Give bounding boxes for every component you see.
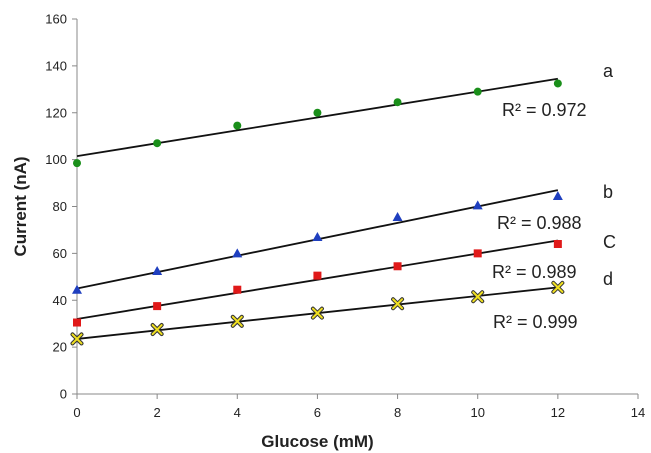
data-point	[393, 98, 402, 107]
data-point	[72, 284, 82, 294]
data-point	[312, 231, 323, 241]
data-point	[473, 249, 482, 258]
data-point	[553, 240, 562, 248]
series-a	[73, 77, 562, 168]
data-point	[313, 271, 322, 280]
data-point	[391, 297, 405, 311]
y-tick-label: 0	[60, 387, 67, 402]
data-point	[153, 302, 162, 311]
x-axis-title: Glucose (mM)	[261, 432, 373, 451]
trendline	[76, 239, 559, 320]
series-b	[72, 189, 563, 294]
x-tick-label: 8	[394, 405, 401, 420]
data-point-stroke	[472, 291, 484, 303]
data-point-stroke	[392, 298, 404, 310]
data-point	[233, 285, 242, 294]
y-axis-title: Current (nA)	[11, 156, 30, 256]
data-point	[310, 306, 324, 320]
y-tick-label: 20	[53, 340, 67, 355]
data-point	[471, 290, 485, 304]
x-tick-label: 10	[470, 405, 484, 420]
series-label: d	[603, 269, 613, 289]
y-tick-label: 60	[53, 246, 67, 261]
data-point	[472, 200, 483, 210]
data-point	[392, 212, 403, 222]
series-label: a	[603, 61, 614, 81]
data-point	[150, 323, 164, 337]
x-tick-label: 12	[551, 405, 565, 420]
data-point	[313, 108, 322, 117]
series-label: b	[603, 182, 613, 202]
data-point	[232, 248, 243, 258]
data-point-stroke	[151, 324, 163, 336]
data-point	[233, 121, 242, 130]
y-tick-label: 100	[45, 152, 67, 167]
x-tick-label: 4	[234, 405, 241, 420]
y-tick-label: 40	[53, 293, 67, 308]
data-point	[73, 159, 81, 168]
series-c	[73, 239, 562, 327]
trendline	[76, 77, 559, 157]
data-point	[152, 265, 163, 275]
y-tick-label: 160	[45, 12, 67, 27]
x-tick-label: 14	[631, 405, 645, 420]
y-tick-label: 120	[45, 105, 67, 120]
data-point-stroke	[71, 333, 83, 345]
data-point	[551, 280, 565, 294]
r-squared-label: R² = 0.989	[492, 262, 577, 282]
x-tick-label: 0	[73, 405, 80, 420]
data-point	[473, 87, 482, 96]
x-tick-label: 6	[314, 405, 321, 420]
series-label: C	[603, 232, 616, 252]
r-squared-label: R² = 0.999	[493, 312, 578, 332]
series-d	[70, 280, 565, 346]
data-point	[552, 190, 563, 200]
y-tick-label: 80	[53, 199, 67, 214]
data-point	[230, 314, 244, 328]
data-point	[73, 318, 81, 327]
data-point-stroke	[552, 281, 564, 293]
data-point	[553, 79, 562, 88]
y-tick-label: 140	[45, 58, 67, 73]
r-squared-label: R² = 0.972	[502, 100, 587, 120]
data-point	[70, 332, 84, 346]
data-point-stroke	[311, 307, 323, 319]
x-tick-label: 2	[154, 405, 161, 420]
data-point	[153, 139, 162, 148]
data-point	[393, 262, 402, 271]
r-squared-label: R² = 0.988	[497, 213, 582, 233]
data-point-stroke	[231, 315, 243, 327]
